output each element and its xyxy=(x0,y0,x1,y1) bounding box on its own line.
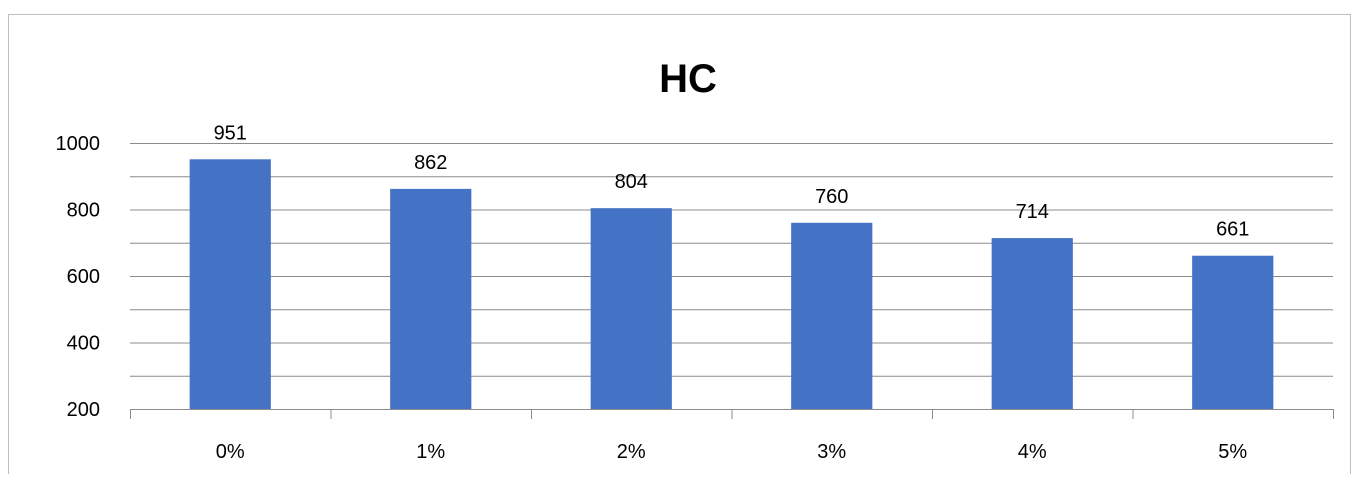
y-tick-label: 200 xyxy=(67,399,100,421)
x-tick-label: 4% xyxy=(1018,441,1047,463)
y-tick-label: 400 xyxy=(67,333,100,355)
bars xyxy=(189,159,1274,409)
x-axis xyxy=(130,409,1334,419)
data-label: 951 xyxy=(214,122,247,144)
x-axis-labels: 0% 1% 2% 3% 4% 5% xyxy=(216,441,1248,463)
data-label: 804 xyxy=(615,171,648,193)
bar xyxy=(791,222,873,409)
gridlines xyxy=(130,143,1333,410)
bar xyxy=(991,238,1073,409)
x-tick-label: 0% xyxy=(216,441,245,463)
y-axis-labels: 200 400 600 800 1000 xyxy=(56,133,101,421)
bar xyxy=(590,208,672,409)
data-label: 862 xyxy=(414,152,447,174)
data-label: 714 xyxy=(1016,201,1049,223)
bar xyxy=(1192,255,1274,409)
bar xyxy=(390,188,472,409)
y-tick-label: 800 xyxy=(67,200,100,222)
data-labels: 951 862 804 760 714 661 xyxy=(214,122,1250,240)
y-tick-label: 1000 xyxy=(56,133,101,155)
x-tick-label: 3% xyxy=(817,441,846,463)
chart-title: HC xyxy=(659,57,717,101)
bar xyxy=(189,159,271,409)
x-tick-label: 5% xyxy=(1218,441,1247,463)
data-label: 760 xyxy=(815,186,848,208)
x-tick-label: 1% xyxy=(416,441,445,463)
data-label: 661 xyxy=(1216,219,1249,241)
x-tick-label: 2% xyxy=(617,441,646,463)
y-tick-label: 600 xyxy=(67,266,100,288)
